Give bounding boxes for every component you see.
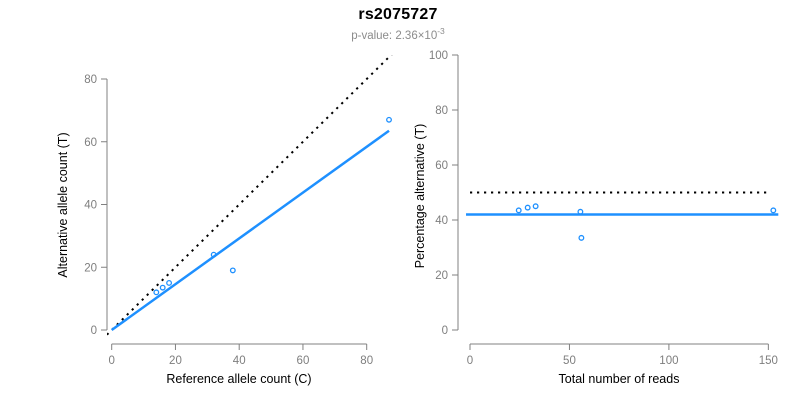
data-point: [515, 207, 522, 214]
data-point: [770, 207, 777, 214]
y-tick-label: 100: [429, 50, 448, 62]
x-tick-label: 40: [233, 355, 246, 367]
identity-line: [107, 55, 393, 336]
x-tick-label: 0: [108, 355, 114, 367]
x-tick-label: 100: [659, 355, 678, 367]
y-tick-label: 20: [435, 270, 448, 282]
fit-line: [110, 129, 390, 332]
data-point: [524, 204, 531, 211]
y-tick-label: 0: [91, 325, 97, 337]
x-tick-label: 150: [759, 355, 778, 367]
y-tick-label: 40: [84, 200, 97, 212]
data-point: [532, 203, 539, 210]
y-tick-label: 80: [84, 74, 97, 86]
x-tick-label: 80: [360, 355, 373, 367]
y-axis-title: Alternative allele count (T): [56, 132, 70, 277]
x-tick-label: 60: [297, 355, 310, 367]
data-point: [577, 208, 584, 215]
data-point: [210, 251, 217, 258]
x-axis-title: Reference allele count (C): [166, 372, 311, 386]
plot-panel-1: 0 20 40 60 80 0 20 40 60 80 Reference allele count…: [56, 55, 393, 386]
y-axis-title: Percentage alternative (T): [413, 124, 427, 269]
data-point: [153, 289, 160, 296]
x-axis-title: Total number of reads: [559, 372, 680, 386]
y-tick-label: 40: [435, 215, 448, 227]
x-tick-label: 0: [467, 355, 473, 367]
x-tick-label: 20: [169, 355, 182, 367]
y-tick-label: 80: [435, 105, 448, 117]
y-tick-label: 0: [442, 325, 448, 337]
lines-group: [466, 191, 779, 216]
data-point: [166, 279, 173, 286]
data-point: [159, 284, 166, 291]
data-point: [386, 116, 392, 123]
data-point: [229, 267, 236, 274]
y-tick-label: 60: [84, 137, 97, 149]
y-tick-label: 20: [84, 262, 97, 274]
plot-panel-2: 0 50 100 150 0 20 40 60 80 100 Total number of rea…: [413, 50, 779, 386]
lines-group: [107, 55, 393, 336]
figure-subtitle: p-value: 2.36×10-3: [0, 26, 796, 42]
p-value-exponent: -3: [437, 26, 445, 36]
x-tick-label: 50: [563, 355, 576, 367]
data-point: [578, 234, 585, 241]
p-value-label: p-value: 2.36×10: [351, 29, 438, 42]
y-tick-label: 60: [435, 160, 448, 172]
figure-title: rs2075727: [358, 6, 438, 23]
